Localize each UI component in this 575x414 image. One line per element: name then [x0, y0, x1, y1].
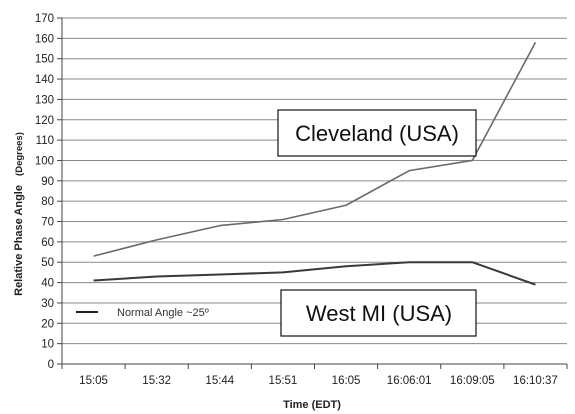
- y-tick-label: 50: [41, 257, 54, 269]
- y-axis-title-main: Relative Phase Angle: [13, 185, 25, 296]
- y-tick-label: 20: [41, 318, 54, 330]
- y-tick-label: 120: [35, 115, 54, 127]
- x-tick-label: 16:05: [332, 375, 361, 387]
- y-tick-label: 100: [35, 155, 54, 167]
- axis-layer: [61, 18, 568, 369]
- x-tick-label: 16:09:05: [450, 375, 495, 387]
- x-tick-label: 15:05: [79, 375, 108, 387]
- legend: Normal Angle ~25º: [76, 307, 209, 319]
- y-tick-label: 0: [48, 359, 54, 371]
- callout-west-mi: West MI (USA): [280, 289, 477, 337]
- y-tick-label: 130: [35, 94, 54, 106]
- series-line-cleveland: [93, 42, 537, 257]
- legend-label: Normal Angle ~25º: [117, 307, 209, 319]
- series-line-west-mi: [93, 261, 536, 286]
- y-tick-label: 60: [41, 237, 54, 249]
- x-tick-label: 16:06:01: [387, 375, 432, 387]
- y-tick-label: 150: [35, 54, 54, 66]
- callout-cleveland-box: [277, 109, 477, 157]
- y-tick-label: 80: [41, 196, 54, 208]
- y-tick-label: 30: [41, 298, 54, 310]
- series-layer: [93, 42, 537, 286]
- y-tick-label: 90: [41, 176, 54, 188]
- y-axis-title-unit: (Degrees): [14, 132, 25, 176]
- y-tick-label: 160: [35, 33, 54, 45]
- y-tick-label: 40: [41, 278, 54, 290]
- x-tick-label: 16:10:37: [513, 375, 558, 387]
- x-tick-labels: 15:05 15:32 15:44 15:51 16:05 16:06:01 16:09:0…: [79, 375, 558, 387]
- y-tick-label: 140: [35, 74, 54, 86]
- y-axis-title: Relative Phase Angle (Degrees): [13, 132, 25, 296]
- x-axis-title: Time (EDT): [283, 399, 341, 411]
- x-tick-label: 15:51: [269, 375, 298, 387]
- y-tick-label: 110: [36, 135, 54, 147]
- callout-cleveland: Cleveland (USA): [277, 109, 477, 157]
- callout-west-mi-label: West MI (USA): [306, 301, 452, 326]
- callout-cleveland-label: Cleveland (USA): [295, 121, 459, 146]
- x-tick-label: 15:32: [142, 375, 171, 387]
- y-tick-labels: 0 10 20 30 40 50 60 70 80 90 100 110 120 130 140 150 160…: [35, 13, 54, 371]
- callout-west-mi-box: [280, 289, 477, 337]
- y-tick-label: 70: [41, 217, 54, 229]
- y-tick-label: 170: [35, 13, 54, 25]
- x-tick-label: 15:44: [205, 375, 234, 387]
- y-tick-label: 10: [41, 339, 54, 351]
